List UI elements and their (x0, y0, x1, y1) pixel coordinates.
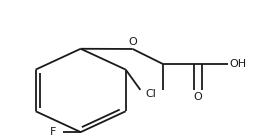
Text: Cl: Cl (145, 89, 156, 99)
Text: OH: OH (229, 59, 246, 69)
Text: O: O (193, 92, 202, 102)
Text: F: F (50, 127, 56, 137)
Text: O: O (128, 37, 137, 47)
